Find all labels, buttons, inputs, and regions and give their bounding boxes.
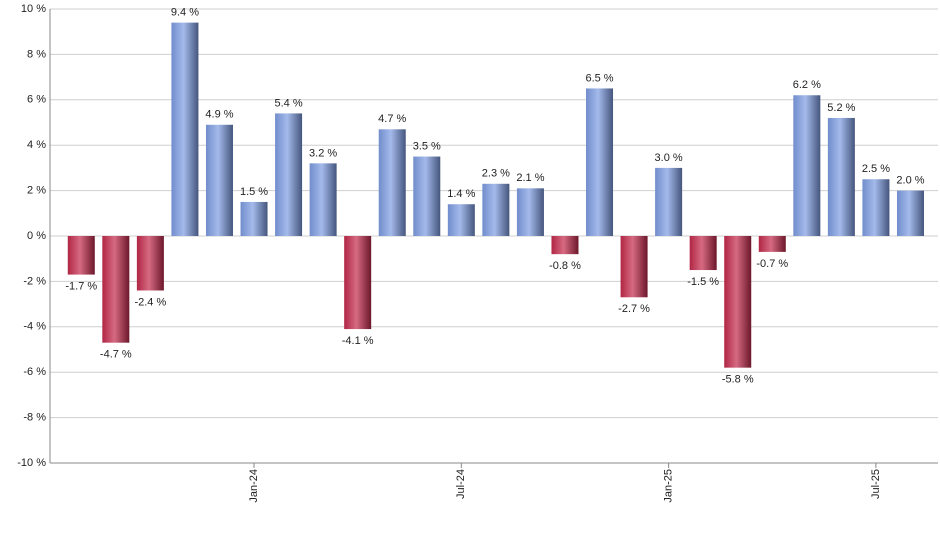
value-label: -0.8 % [549, 260, 581, 272]
y-tick-label: -2 % [23, 275, 46, 287]
value-label: -1.7 % [65, 280, 97, 292]
bar [689, 236, 717, 271]
x-tick-label: Jul-24 [455, 469, 467, 499]
value-label: 2.5 % [862, 163, 890, 175]
value-label: 4.9 % [205, 109, 233, 121]
bar [67, 236, 95, 275]
value-label: -0.7 % [756, 258, 788, 270]
value-label: 2.1 % [516, 172, 544, 184]
bar [793, 95, 821, 236]
bar [240, 201, 268, 236]
bar [551, 236, 579, 255]
bar [136, 236, 164, 291]
bar [378, 129, 406, 236]
y-tick-label: 0 % [27, 230, 46, 242]
value-label: 2.0 % [896, 175, 924, 187]
value-label: 2.3 % [482, 168, 510, 180]
value-label: 3.2 % [309, 147, 337, 159]
bar [171, 22, 199, 237]
bar [620, 236, 648, 298]
bar [344, 236, 372, 330]
bar [896, 190, 924, 236]
y-tick-label: -10 % [17, 457, 46, 469]
value-label: 1.5 % [240, 186, 268, 198]
value-label: 3.5 % [413, 140, 441, 152]
y-tick-label: 2 % [27, 185, 46, 197]
value-label: 5.4 % [275, 97, 303, 109]
bar [586, 88, 614, 236]
x-tick-label: Jul-25 [870, 469, 882, 499]
value-label: -1.5 % [687, 276, 719, 288]
value-label: -2.7 % [618, 303, 650, 315]
bar [862, 179, 890, 236]
value-label: 6.2 % [793, 79, 821, 91]
bar [827, 117, 855, 236]
bar [724, 236, 752, 368]
y-tick-label: -4 % [23, 321, 46, 333]
value-label: 5.2 % [827, 102, 855, 114]
value-label: 6.5 % [585, 72, 613, 84]
y-tick-label: -8 % [23, 412, 46, 424]
y-tick-label: 10 % [21, 3, 46, 15]
x-tick-label: Jan-25 [663, 469, 675, 503]
bar [205, 124, 233, 236]
value-label: 1.4 % [447, 188, 475, 200]
bar [102, 236, 130, 343]
y-tick-label: -6 % [23, 366, 46, 378]
value-label: -4.7 % [100, 349, 132, 361]
x-tick-label: Jan-24 [248, 469, 260, 503]
value-label: -4.1 % [342, 335, 374, 347]
bar [275, 113, 303, 236]
value-label: 4.7 % [378, 113, 406, 125]
value-label: 3.0 % [655, 152, 683, 164]
value-label: -2.4 % [134, 296, 166, 308]
bar [413, 156, 441, 236]
bar [309, 163, 337, 236]
bar [516, 188, 544, 236]
y-tick-label: 6 % [27, 94, 46, 106]
y-tick-label: 4 % [27, 139, 46, 151]
bar [758, 236, 786, 252]
y-tick-label: 8 % [27, 48, 46, 60]
value-label: 9.4 % [171, 7, 199, 19]
bar [482, 183, 510, 236]
bar [655, 167, 683, 236]
value-label: -5.8 % [722, 374, 754, 386]
bar [447, 204, 475, 236]
